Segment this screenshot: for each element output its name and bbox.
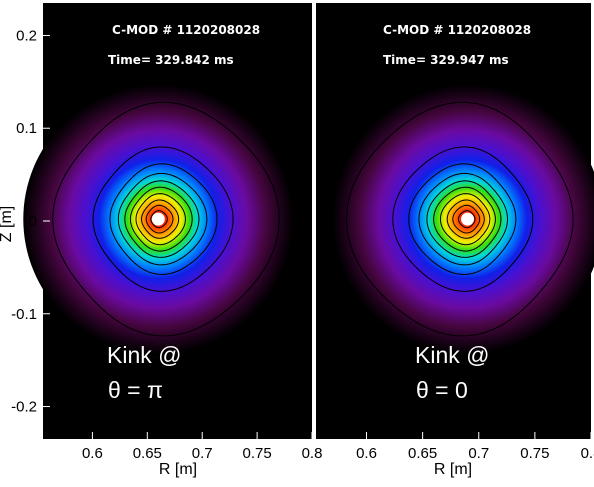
- x-tick-label: 0.75: [520, 445, 549, 462]
- x-tick-label: 0.75: [243, 445, 272, 462]
- x-axis-left: 0.6 0.65 0.7 0.75 0.8: [82, 432, 322, 462]
- panel-right: C-MOD # 1120208028 Time= 329.947 ms Kink…: [316, 3, 594, 478]
- x-tick-label: 0.7: [192, 445, 213, 462]
- contour-line-2: [92, 146, 234, 292]
- time-label-right: Time= 329.947 ms: [383, 53, 509, 67]
- contour-line-9: [452, 204, 481, 234]
- contour-line-1: [52, 101, 280, 337]
- time-label-left: Time= 329.842 ms: [108, 53, 234, 67]
- contour-line-10: [458, 210, 476, 229]
- x-tick-label: 0.6: [82, 445, 103, 462]
- y-tick-label: 0: [29, 213, 37, 230]
- kink-label-right: Kink @: [415, 342, 489, 368]
- contour-line-8: [446, 199, 485, 239]
- x-tick-label: 0.6: [356, 445, 377, 462]
- contour-line-9: [145, 204, 174, 234]
- contour-line-2: [392, 146, 534, 292]
- shot-label-left: C-MOD # 1120208028: [112, 23, 260, 37]
- y-tick-label: -0.2: [11, 399, 37, 416]
- x-axis-label-right: R [m]: [434, 461, 472, 478]
- contour-line-5: [426, 180, 502, 258]
- x-axis-right: 0.6 0.65 0.7 0.75 0.8: [356, 432, 594, 462]
- y-tick-label: 0.2: [16, 27, 37, 44]
- contour-set-left: [52, 101, 280, 337]
- x-tick-label: 0.8: [302, 445, 323, 462]
- y-axis: 0.2 0.1 0 -0.1 -0.2: [11, 27, 50, 416]
- theta-label-right: θ = 0: [416, 377, 468, 403]
- contour-line-6: [129, 186, 193, 252]
- emission-map-right: [332, 84, 594, 355]
- emission-peak: [461, 212, 475, 226]
- x-tick-label: 0.8: [581, 445, 594, 462]
- contour-line-6: [433, 186, 496, 252]
- contour-line-5: [124, 180, 200, 258]
- contour-line-10: [150, 210, 168, 229]
- contour-line-3: [408, 163, 517, 276]
- contour-set-right: [345, 101, 574, 337]
- y-tick-label: -0.1: [11, 306, 37, 323]
- x-tick-label: 0.7: [468, 445, 489, 462]
- contour-line-4: [117, 172, 208, 266]
- contour-line-7: [135, 193, 186, 246]
- contour-line-7: [439, 193, 491, 246]
- contour-line-4: [418, 172, 509, 266]
- theta-label-left: θ = π: [108, 377, 163, 403]
- contour-line-8: [140, 199, 180, 239]
- y-tick-label: 0.1: [16, 120, 37, 137]
- y-axis-label: Z [m]: [0, 206, 15, 242]
- panel-left: C-MOD # 1120208028 Time= 329.842 ms Kink…: [23, 3, 322, 478]
- kink-label-left: Kink @: [107, 342, 181, 368]
- x-tick-label: 0.65: [408, 445, 437, 462]
- x-axis-label-left: R [m]: [159, 461, 197, 478]
- emission-map-left: [23, 84, 294, 355]
- emission-peak: [151, 212, 165, 226]
- x-tick-label: 0.65: [133, 445, 162, 462]
- contour-line-3: [109, 163, 218, 276]
- shot-label-right: C-MOD # 1120208028: [383, 23, 531, 37]
- contour-line-1: [345, 101, 574, 337]
